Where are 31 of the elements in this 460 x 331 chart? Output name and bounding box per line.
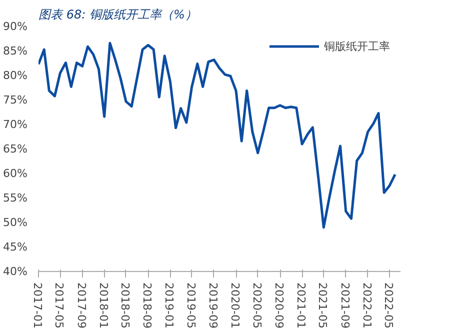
- y-tick-label: 65%: [3, 142, 28, 156]
- x-tick-label: 2018-09: [140, 282, 154, 328]
- x-tick-label: 2020-09: [272, 282, 286, 328]
- x-tick-label: 2020-01: [228, 282, 242, 328]
- y-tick-label: 60%: [3, 167, 28, 180]
- y-tick-label: 45%: [3, 240, 28, 254]
- x-tick-label: 2022-05: [382, 282, 395, 328]
- x-tick-label: 2017-05: [52, 282, 66, 328]
- y-tick-label: 70%: [3, 118, 28, 131]
- x-tick-label: 2019-09: [206, 282, 220, 328]
- x-tick-label: 2018-05: [118, 282, 132, 328]
- x-tick-label: 2017-01: [31, 282, 44, 328]
- x-tick-label: 2021-05: [316, 282, 330, 328]
- y-tick-label: 90%: [3, 20, 28, 33]
- y-tick-label: 55%: [3, 192, 28, 204]
- y-tick-label: 50%: [3, 216, 28, 229]
- line-series: [38, 42, 396, 229]
- y-tick-label: 80%: [3, 69, 28, 82]
- y-tick-label: 40%: [3, 265, 28, 278]
- x-tick-label: 2021-09: [338, 282, 352, 328]
- x-tick-label: 2019-01: [162, 282, 176, 328]
- y-tick-label: 75%: [3, 94, 28, 106]
- x-tick-label: 2020-05: [250, 282, 264, 328]
- x-tick-label: 2018-01: [96, 282, 110, 328]
- x-tick-label: 2017-09: [74, 282, 88, 328]
- x-tick-label: 2022-01: [360, 282, 374, 328]
- chart-title: 图表 68: 铜版纸开工率（%）: [38, 8, 197, 22]
- x-tick-label: 2021-01: [294, 282, 308, 328]
- x-tick-label: 2019-05: [184, 282, 198, 328]
- y-tick-label: 85%: [3, 44, 28, 58]
- legend-label: 铜版纸开工率: [324, 38, 390, 54]
